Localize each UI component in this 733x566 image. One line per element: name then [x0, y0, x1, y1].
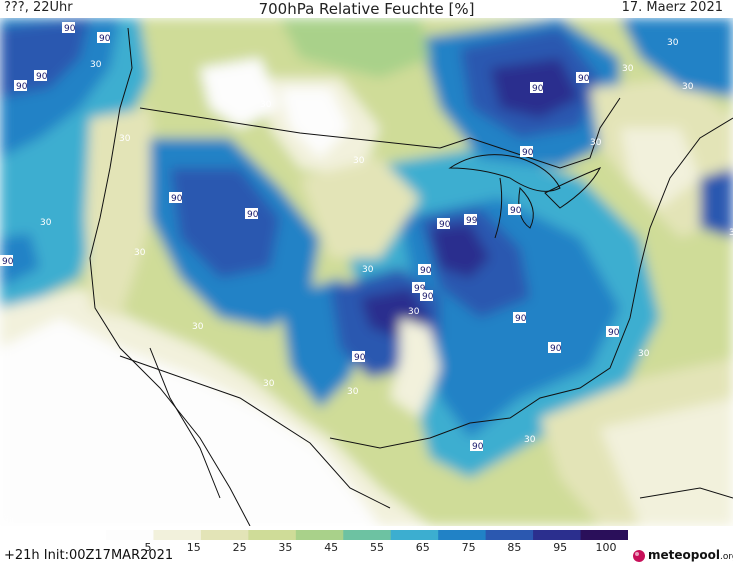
contour-label-bg [245, 208, 258, 219]
colorbar-swatch [533, 530, 582, 540]
contour-label: 90 [36, 72, 48, 82]
contour-label: 30 [40, 218, 52, 228]
colorbar-tick-label: 5 [144, 541, 152, 554]
contour-label: 90 [439, 220, 451, 230]
colorbar-tick-label: 75 [461, 541, 476, 554]
colorbar-swatch [580, 530, 628, 540]
colorbar-tick-label: 55 [370, 541, 384, 554]
contour-label-bg [14, 80, 27, 91]
colorbar-swatch [438, 530, 487, 540]
contour-label: 30 [638, 349, 650, 359]
colorbar-tick-label: 25 [232, 541, 247, 554]
colorbar-tick-label: 100 [595, 541, 617, 554]
contour-label: 90 [354, 353, 366, 363]
colorbar-swatch [343, 530, 392, 540]
colorbar-tick-label: 85 [507, 541, 522, 554]
contour-label: 90 [608, 328, 620, 338]
contour-label: 30 [260, 100, 272, 110]
contour-label: 90 [99, 34, 111, 44]
humidity-field [0, 18, 733, 526]
contour-label-bg [352, 351, 365, 362]
contour-label: 30 [729, 228, 733, 238]
contour-label: 90 [472, 442, 484, 452]
valid-time-label: ???, 22Uhr [4, 0, 73, 15]
contour-label: 90 [171, 194, 183, 204]
contour-label: 30 [134, 248, 146, 258]
contour-label: 90 [64, 24, 76, 34]
brand-name: meteopool.org [648, 548, 733, 562]
map-header: ???, 22Uhr 700hPa Relative Feuchte [%] 1… [0, 0, 733, 18]
contour-label: 30 [524, 435, 536, 445]
colorbar [106, 530, 628, 540]
colorbar-swatch [106, 530, 155, 540]
contour-label-bg [0, 255, 13, 266]
colorbar-tick-label: 45 [324, 541, 339, 554]
contour-label-bg [418, 264, 431, 275]
contour-label: 90 [510, 206, 522, 216]
coastlines-and-borders [89, 27, 733, 526]
valid-date-label: 17. Maerz 2021 [621, 0, 723, 15]
contour-label-bg [520, 146, 533, 157]
contour-label: 90 [550, 344, 562, 354]
colorbar-tick-label: 15 [186, 541, 201, 554]
contour-label: 90 [522, 148, 534, 158]
contour-label: 90 [422, 292, 434, 302]
contour-label: 30 [353, 156, 365, 166]
contour-label-bg [169, 192, 182, 203]
contour-label-bg [576, 72, 589, 83]
contour-label: 90 [515, 314, 527, 324]
colorbar-swatch [200, 530, 249, 540]
init-time-label: +21h Init:00Z17MAR2021 [4, 548, 174, 563]
colorbar-swatch [248, 530, 297, 540]
colorbar-tick-label: 95 [553, 541, 568, 554]
contour-label-bg [606, 326, 619, 337]
contour-label: 90 [532, 84, 544, 94]
humidity-map: 9090909090909090909099909990909090909090… [0, 18, 733, 526]
contour-label: 30 [622, 64, 634, 74]
contour-label-bg [97, 32, 110, 43]
contour-label-bg [508, 204, 521, 215]
contour-label-bg [513, 312, 526, 323]
colorbar-swatch [295, 530, 344, 540]
contour-label: 30 [408, 307, 420, 317]
contour-label: 30 [347, 387, 359, 397]
contour-label-bg [464, 214, 477, 225]
contour-label-bg [470, 440, 483, 451]
contour-label: 30 [590, 138, 602, 148]
colorbar-swatch [390, 530, 439, 540]
contour-label-bg [548, 342, 561, 353]
contour-label: 30 [119, 134, 131, 144]
contour-label: 30 [90, 60, 102, 70]
colorbar-swatch [153, 530, 202, 540]
contour-labels: 9090909090909090909099909990909090909090… [0, 22, 733, 452]
contour-label: 30 [362, 265, 374, 275]
contour-label-bg [412, 282, 425, 293]
contour-label: 30 [192, 322, 204, 332]
contour-label: 30 [263, 379, 275, 389]
contour-label-bg [420, 290, 433, 301]
contour-label-bg [437, 218, 450, 229]
colorbar-swatch [485, 530, 534, 540]
map-title: 700hPa Relative Feuchte [%] [258, 0, 475, 18]
drop-icon [633, 550, 645, 562]
colorbar-tick-label: 65 [415, 541, 430, 554]
contour-label: 99 [466, 216, 478, 226]
contour-label: 30 [682, 82, 694, 92]
contour-label: 90 [16, 82, 28, 92]
contour-label: 30 [667, 38, 679, 48]
contour-label-bg [62, 22, 75, 33]
contour-label: 90 [578, 74, 590, 84]
contour-label: 90 [420, 266, 432, 276]
contour-label: 90 [2, 257, 14, 267]
contour-label-bg [530, 82, 543, 93]
contour-label: 99 [414, 284, 426, 294]
contour-label: 90 [247, 210, 259, 220]
contour-label-bg [34, 70, 47, 81]
colorbar-tick-label: 35 [278, 541, 293, 554]
